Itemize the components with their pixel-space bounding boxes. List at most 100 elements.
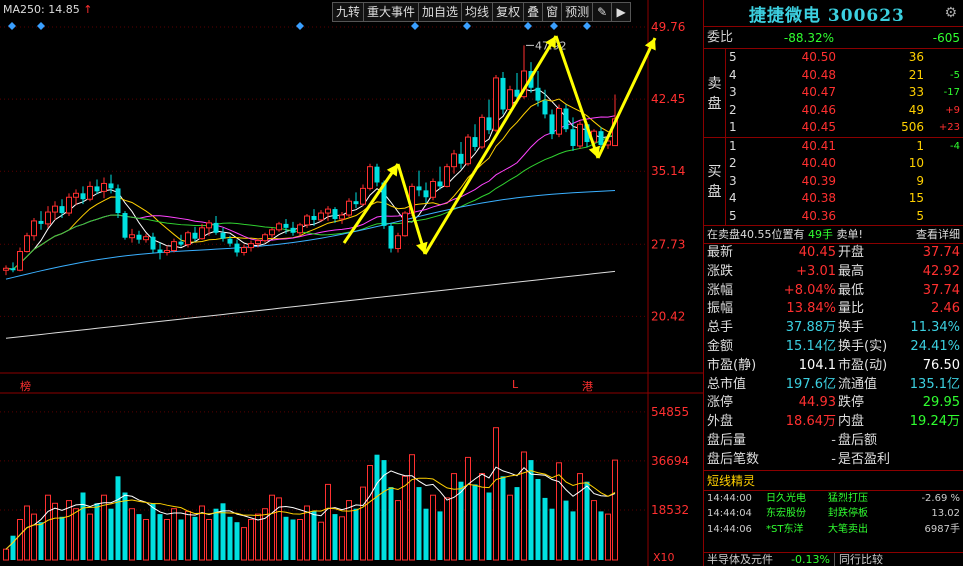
bid-level: 3: [729, 173, 737, 188]
candle-body: [318, 212, 324, 221]
ask-row[interactable]: 1 40.45 506 +23: [704, 119, 963, 137]
kline-chart-svg[interactable]: 49.76 42.45 35.14 27.73 20.42 54855 36694 18532…: [0, 0, 703, 566]
ask-row[interactable]: 5 40.50 36: [704, 49, 963, 67]
bid-row[interactable]: 2 40.40 10: [704, 155, 963, 173]
alert-value: 6987手: [924, 523, 960, 535]
candle-body: [276, 223, 282, 231]
ask-level: 5: [729, 50, 737, 64]
bid-price: 40.40: [801, 156, 836, 170]
alert-item[interactable]: 14:44:04 东宏股份 封跌停板 13.02: [704, 506, 963, 522]
candle-body: [563, 108, 569, 130]
sector-name[interactable]: 半导体及元件: [707, 553, 773, 566]
volume-bar: [311, 511, 317, 560]
ask-level: 1: [729, 120, 737, 134]
short-term-sprite-title[interactable]: 短线精灵: [704, 471, 963, 491]
weibi-pct: -88.32%: [783, 31, 834, 45]
volume-bar: [241, 527, 247, 561]
bid-row[interactable]: 3 40.39 9: [704, 173, 963, 191]
add-watchlist-button[interactable]: 加自选: [418, 2, 463, 22]
ask-row[interactable]: 3 40.47 33 -17: [704, 84, 963, 102]
volume-bar: [584, 481, 590, 560]
volume-bar: [24, 505, 30, 561]
volume-bar: [563, 500, 569, 560]
quote-key: 内盘: [838, 414, 865, 430]
volume-bar: [416, 487, 422, 560]
ma10-line: [5, 98, 616, 270]
candle-body: [360, 187, 366, 205]
volume-bar: [10, 535, 16, 560]
major-events-button[interactable]: 重大事件: [363, 2, 420, 22]
alert-item[interactable]: 14:44:06 *ST东洋 大笔卖出 6987手: [704, 522, 963, 538]
price-axis-label: 42.45: [651, 92, 685, 106]
candle-body: [129, 234, 135, 239]
ask-price: 40.45: [801, 120, 836, 134]
gang-marker[interactable]: 港: [582, 380, 593, 393]
quote-key: 开盘: [838, 245, 865, 260]
overlay-button[interactable]: 叠: [523, 2, 544, 22]
volume-bar: [367, 465, 373, 561]
volume-bar: [94, 503, 100, 560]
quote-value: 19.24万: [909, 414, 960, 430]
volume-bar: [381, 460, 387, 560]
candle-body: [199, 227, 205, 240]
expand-right-icon[interactable]: ▶: [611, 2, 632, 22]
window-button[interactable]: 窗: [542, 2, 563, 22]
volume-bar: [157, 514, 163, 560]
candle-body: [514, 89, 520, 97]
quote-row: 振幅 13.84% 量比 2.46: [704, 300, 963, 319]
volume-bar: [500, 476, 506, 560]
volume-bar: [73, 508, 79, 561]
volume-bar: [493, 427, 499, 561]
jiuzhuan-button[interactable]: 九转: [332, 2, 365, 22]
compare-button[interactable]: 同行比较: [834, 553, 963, 566]
candle-body: [192, 232, 198, 239]
quote-key: 是否盈利: [838, 451, 891, 467]
quote-key: 金额: [707, 338, 734, 354]
pencil-icon[interactable]: ✎: [592, 2, 613, 22]
quote-value: 44.93: [798, 395, 836, 411]
bid-level: 4: [729, 191, 737, 205]
moving-average-button[interactable]: 均线: [461, 2, 494, 22]
quote-row: 涨跌 +3.01 最高 42.92: [704, 263, 963, 282]
ask-price: 40.47: [801, 85, 836, 99]
view-detail-link[interactable]: 查看详细: [916, 228, 960, 241]
alert-item[interactable]: 14:44:00 日久光电 猛烈打压 -2.69 %: [704, 491, 963, 507]
quote-value: 197.6亿: [785, 376, 836, 392]
kline-chart-area[interactable]: 49.76 42.45 35.14 27.73 20.42 54855 36694 18532…: [0, 0, 703, 566]
candle-body: [164, 250, 170, 253]
trend-arrow-line: [423, 35, 558, 255]
quote-table: 最新 40.45 开盘 37.74 涨跌 +3.01 最高 42.92 涨幅 +8.04% 最低 37…: [704, 244, 963, 471]
volume-bar: [3, 548, 9, 561]
forecast-button[interactable]: 预测: [561, 2, 594, 22]
candle-body: [444, 166, 450, 187]
quote-row: 总市值 197.6亿 流通值 135.1亿: [704, 376, 963, 395]
bid-row[interactable]: 4 40.38 15: [704, 190, 963, 208]
bid-row[interactable]: 1 40.41 1 -4: [704, 138, 963, 156]
quote-key: 最低: [838, 282, 865, 298]
ask-price: 40.50: [801, 50, 836, 64]
price-adjust-button[interactable]: 复权: [492, 2, 525, 22]
ask-row[interactable]: 2 40.46 49 +9: [704, 102, 963, 120]
quote-panel: 捷捷微电 300623 ⚙ 委比 -88.32% -605 卖 盘 5 40.50…: [703, 0, 963, 566]
weibi-label: 委比: [707, 30, 734, 45]
ask-row[interactable]: 4 40.48 21 -5: [704, 67, 963, 85]
candle-body: [493, 77, 499, 131]
ma250-value: 14.85: [48, 3, 80, 16]
quote-row: 总手 37.88万 换手 11.34%: [704, 319, 963, 338]
volume-bar: [339, 516, 345, 561]
bid-change: -4: [950, 140, 960, 152]
stock-header: 捷捷微电 300623 ⚙: [704, 0, 963, 27]
candle-body: [241, 247, 247, 253]
settings-icon[interactable]: ⚙: [944, 5, 957, 21]
bid-volume: 9: [916, 173, 924, 188]
volume-bar: [115, 476, 121, 560]
candle-body: [458, 153, 464, 164]
bid-row[interactable]: 5 40.36 5: [704, 208, 963, 226]
quote-value: 13.84%: [786, 301, 836, 317]
bid-volume: 5: [916, 208, 924, 223]
bang-marker[interactable]: 榜: [20, 380, 31, 393]
volume-bar: [248, 519, 254, 561]
candle-body: [290, 227, 296, 233]
l-marker[interactable]: L: [512, 378, 519, 391]
candle-body: [143, 236, 149, 241]
